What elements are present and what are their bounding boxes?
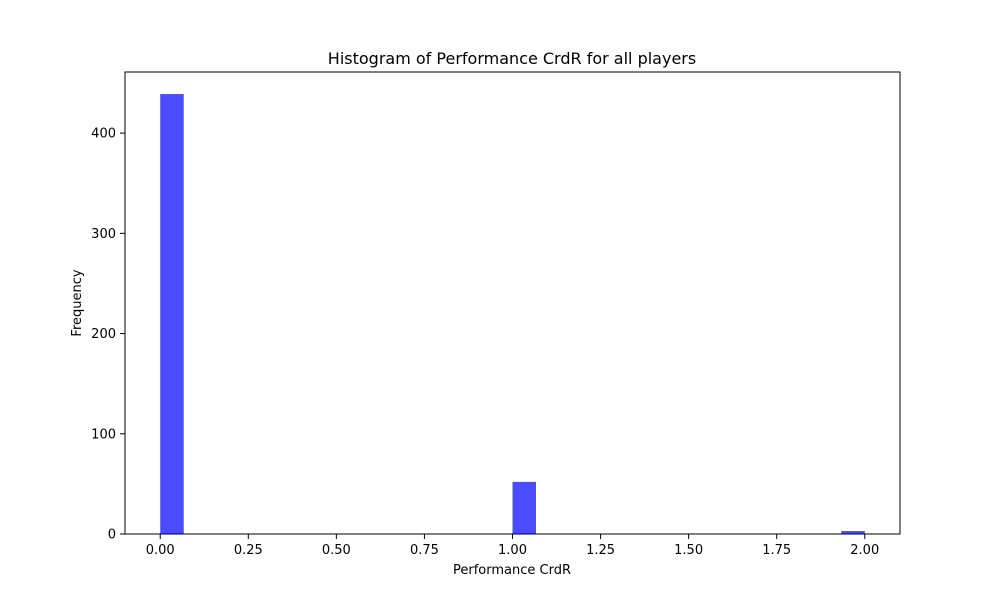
histogram-bar-0 xyxy=(160,94,184,534)
y-tick-label-2: 200 xyxy=(91,327,116,342)
x-tick-label-3: 0.75 xyxy=(410,543,439,558)
y-tick-label-0: 0 xyxy=(108,528,116,543)
histogram-bar-2 xyxy=(841,530,865,534)
chart-title: Histogram of Performance CrdR for all pl… xyxy=(328,49,696,68)
plot-frame xyxy=(124,71,901,535)
x-tick-label-5: 1.25 xyxy=(586,543,615,558)
histogram-bar-1 xyxy=(512,481,536,534)
y-tick-label-1: 100 xyxy=(91,427,116,442)
y-axis-ticks: 0 100 200 300 400 xyxy=(91,127,125,543)
x-tick-label-0: 0.00 xyxy=(146,543,175,558)
x-tick-label-6: 1.50 xyxy=(674,543,703,558)
x-axis-label: Performance CrdR xyxy=(453,563,571,578)
x-tick-label-1: 0.25 xyxy=(234,543,263,558)
x-tick-label-2: 0.50 xyxy=(322,543,351,558)
x-tick-label-7: 1.75 xyxy=(762,543,791,558)
y-tick-label-3: 300 xyxy=(91,227,116,242)
bars-group xyxy=(160,94,865,534)
y-tick-label-4: 400 xyxy=(91,127,116,142)
x-tick-label-8: 2.00 xyxy=(850,543,879,558)
x-axis-ticks: 0.00 0.25 0.50 0.75 1.00 1.25 1.50 1.75 2.00 xyxy=(146,534,879,558)
x-tick-label-4: 1.00 xyxy=(498,543,527,558)
y-axis-label: Frequency xyxy=(70,269,85,336)
